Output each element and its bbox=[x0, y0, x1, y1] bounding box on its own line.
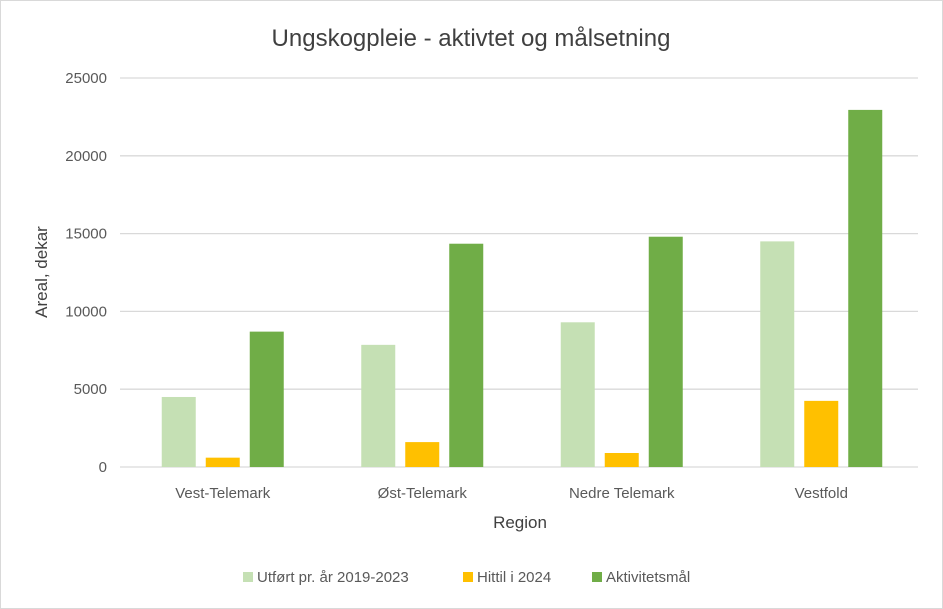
y-axis-title: Areal, dekar bbox=[32, 226, 51, 318]
y-tick-label: 15000 bbox=[65, 226, 107, 243]
bar-aktivitetsm-l-1 bbox=[449, 243, 484, 467]
x-tick-labels: Vest-Telemark Øst-Telemark Nedre Telemark V… bbox=[175, 485, 848, 502]
bar-aktivitetsm-l-3 bbox=[848, 109, 883, 467]
bar-utf-rt-pr-r-2019-2023-0 bbox=[161, 396, 196, 467]
gridlines bbox=[120, 77, 918, 468]
bar-hittil-i-2024-1 bbox=[405, 442, 440, 467]
y-tick-label: 25000 bbox=[65, 70, 107, 87]
bars bbox=[161, 109, 883, 467]
x-tick-label: Øst-Telemark bbox=[378, 485, 468, 502]
legend-swatch bbox=[592, 572, 602, 582]
legend-swatch bbox=[243, 572, 253, 582]
x-axis-title: Region bbox=[493, 513, 547, 532]
legend-swatch bbox=[463, 572, 473, 582]
bar-utf-rt-pr-r-2019-2023-2 bbox=[560, 322, 595, 467]
y-tick-label: 20000 bbox=[65, 148, 107, 165]
bar-aktivitetsm-l-0 bbox=[249, 331, 284, 467]
x-tick-label: Vest-Telemark bbox=[175, 485, 271, 502]
x-tick-label: Nedre Telemark bbox=[569, 485, 675, 502]
y-tick-label: 5000 bbox=[74, 381, 107, 398]
legend-label: Utført pr. år 2019-2023 bbox=[257, 569, 409, 586]
y-tick-label: 0 bbox=[99, 459, 107, 476]
bar-utf-rt-pr-r-2019-2023-1 bbox=[361, 344, 396, 467]
x-tick-label: Vestfold bbox=[795, 485, 848, 502]
y-tick-labels: 0 5000 10000 15000 20000 25000 bbox=[65, 70, 107, 476]
bar-utf-rt-pr-r-2019-2023-3 bbox=[760, 241, 795, 467]
legend-label: Hittil i 2024 bbox=[477, 569, 551, 586]
bar-hittil-i-2024-0 bbox=[205, 457, 240, 467]
bar-hittil-i-2024-2 bbox=[604, 452, 639, 467]
legend: Utført pr. år 2019-2023 Hittil i 2024 Akti… bbox=[243, 569, 690, 586]
bar-aktivitetsm-l-2 bbox=[648, 236, 683, 467]
y-tick-label: 10000 bbox=[65, 303, 107, 320]
legend-label: Aktivitetsmål bbox=[606, 569, 690, 586]
bar-hittil-i-2024-3 bbox=[804, 400, 839, 467]
chart-title: Ungskogpleie - aktivtet og målsetning bbox=[272, 25, 671, 52]
